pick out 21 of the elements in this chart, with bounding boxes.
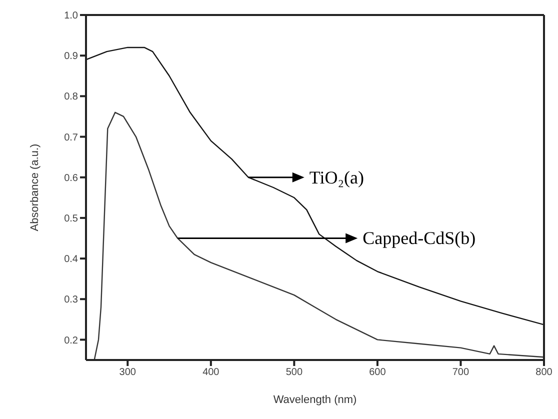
y-tick-label: 0.7 [64,132,78,144]
line-series [94,112,544,360]
x-tick-label: 600 [369,367,386,378]
y-tick-label: 0.2 [64,335,78,346]
annotation: TiO₂(a) [309,167,364,188]
x-tick-label: 800 [536,367,553,378]
y-tick-label: 0.4 [64,254,78,266]
line-series [86,46,544,326]
x-tick-label: 700 [452,367,470,378]
annotation: Capped-CdS(b) [362,228,476,248]
x-axis-title: Wavelength (nm) [273,394,357,406]
x-tick-label: 500 [286,367,303,378]
y-tick-label: 0.8 [64,92,78,103]
y-tick-label: 0.3 [64,294,78,306]
y-tick-label: 0.5 [64,213,78,224]
x-tick-label: 400 [202,367,220,378]
x-tick-label: 300 [119,367,136,378]
y-tick-label: 0.6 [64,172,78,184]
y-axis-title: Absorbance (a.u.) [28,144,41,232]
y-tick-label: 0.9 [64,51,78,62]
y-tick-label: 1.0 [64,10,78,22]
